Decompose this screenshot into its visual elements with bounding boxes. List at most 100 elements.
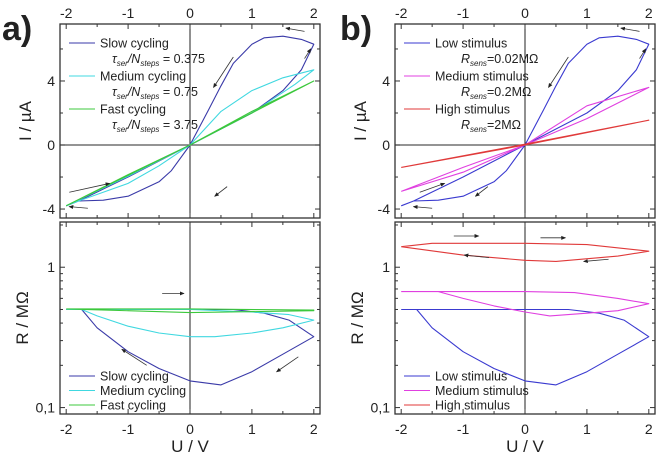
plot-frame [59, 221, 321, 415]
direction-arrow [121, 348, 147, 366]
x-tick-label: 0 [521, 421, 529, 437]
y-tick-label: 4 [382, 73, 390, 89]
series-high-stimulus [401, 119, 650, 168]
parameter-text: =0.2MΩ [487, 85, 531, 99]
direction-arrow [304, 48, 312, 59]
subscript: sens [470, 125, 487, 134]
legend-parameter: τser/Nsteps = 3.75 [112, 118, 198, 134]
y-tick-label: 1 [382, 259, 390, 275]
subscript: ser [117, 92, 128, 101]
x-tick-label: 2 [310, 421, 318, 437]
x-tick-label: 0 [186, 421, 194, 437]
y-tick-label: 0 [382, 137, 390, 153]
direction-arrow [68, 204, 88, 209]
legend-parameter: τser/Nsteps = 0.375 [112, 52, 205, 68]
direction-arrow [548, 56, 569, 89]
parameter-text: τ [112, 118, 118, 132]
parameter-text: τ [112, 85, 118, 99]
parameter-text: R [461, 52, 470, 66]
direction-arrow [474, 186, 489, 197]
legend-label: High stimulus [435, 103, 510, 117]
y-tick-label: 0 [47, 137, 55, 153]
legend-label: Medium stimulus [435, 70, 529, 84]
series-low-stimulus [401, 308, 650, 386]
x-tick-label: 1 [248, 421, 256, 437]
chart-b_iv: -2 -1 0 1 240-4I / µAb) Low stimulusRsens=0.0… [340, 5, 656, 219]
x-tick-label: 2 [645, 5, 653, 21]
plot-frame [394, 221, 656, 415]
subscript: ser [117, 125, 128, 134]
x-tick-label: -2 [60, 5, 73, 21]
parameter-text: R [461, 85, 470, 99]
panel-label: a) [2, 10, 32, 48]
x-tick-label: -1 [122, 5, 135, 21]
parameter-text: =0.02MΩ [487, 52, 538, 66]
x-tick-label: -1 [457, 421, 470, 437]
chart-a_iv: -2 -1 0 1 240-4I / µAa) Slow cyclingτser/Nste… [2, 5, 321, 219]
direction-arrow [412, 204, 433, 209]
x-tick-label: 0 [521, 5, 529, 21]
x-tick-label: -2 [395, 5, 408, 21]
subscript: sens [470, 92, 487, 101]
y-tick-label: 0,1 [371, 400, 391, 416]
parameter-text: τ [112, 52, 118, 66]
subscript: ser [117, 59, 128, 68]
legend-label: High stimulus [435, 399, 510, 413]
series-high-stimulus [401, 242, 650, 262]
series-medium-cycling [66, 308, 315, 338]
parameter-text: = 0.375 [159, 52, 205, 66]
series-low-stimulus [401, 35, 650, 207]
series-medium-stimulus [401, 291, 650, 317]
parameter-text: =2MΩ [487, 118, 521, 132]
direction-arrow [419, 182, 446, 193]
parameter-text: = 0.75 [159, 85, 198, 99]
direction-arrow [213, 56, 234, 89]
x-axis-label: U / V [171, 437, 209, 456]
legend-label: Fast cycling [100, 399, 166, 413]
direction-arrow [583, 258, 609, 264]
chart-b_rv: -2 -1 0 1 2 1 0,1 R / MΩ U / V Low stimulusMedium… [348, 221, 656, 456]
legend-parameter: Rsens=0.2MΩ [461, 85, 531, 101]
legend-label: Low stimulus [435, 370, 507, 384]
subscript: steps [140, 92, 159, 101]
y-tick-label: -4 [43, 201, 56, 217]
parameter-text: /N [127, 85, 141, 99]
direction-arrow [214, 186, 228, 197]
x-tick-label: 2 [310, 5, 318, 21]
direction-arrow [639, 48, 647, 59]
parameter-text: R [461, 118, 470, 132]
legend-label: Medium cycling [100, 384, 186, 398]
subscript: steps [140, 59, 159, 68]
y-axis-label: I / µA [16, 100, 35, 141]
y-axis-label: R / MΩ [13, 291, 32, 344]
x-tick-label: -2 [60, 421, 73, 437]
parameter-text: /N [127, 52, 141, 66]
direction-arrow [276, 356, 299, 373]
legend-label: Fast cycling [100, 103, 166, 117]
parameter-text: /N [127, 118, 141, 132]
legend-label: Slow cycling [100, 37, 169, 51]
series-fast-cycling [65, 80, 315, 207]
series-slow-cycling [66, 308, 315, 386]
y-tick-label: 4 [47, 73, 55, 89]
subscript: sens [470, 59, 487, 68]
y-axis-label: I / µA [351, 100, 370, 141]
legend-label: Medium stimulus [435, 384, 529, 398]
x-tick-label: 0 [186, 5, 194, 21]
x-tick-label: 1 [583, 5, 591, 21]
x-tick-label: -2 [395, 421, 408, 437]
x-tick-label: 1 [583, 421, 591, 437]
x-tick-label: -1 [457, 5, 470, 21]
panel-label: b) [340, 10, 372, 48]
y-tick-label: 0,1 [36, 400, 56, 416]
chart-a_rv: -2 -1 0 1 2 1 0,1 R / MΩ U / V Slow cyclingMedium… [13, 221, 321, 456]
y-tick-label: 1 [47, 259, 55, 275]
parameter-text: = 3.75 [159, 118, 198, 132]
legend-label: Low stimulus [435, 37, 507, 51]
plot-frame [59, 23, 321, 219]
legend-parameter: Rsens=2MΩ [461, 118, 521, 134]
subscript: steps [140, 125, 159, 134]
